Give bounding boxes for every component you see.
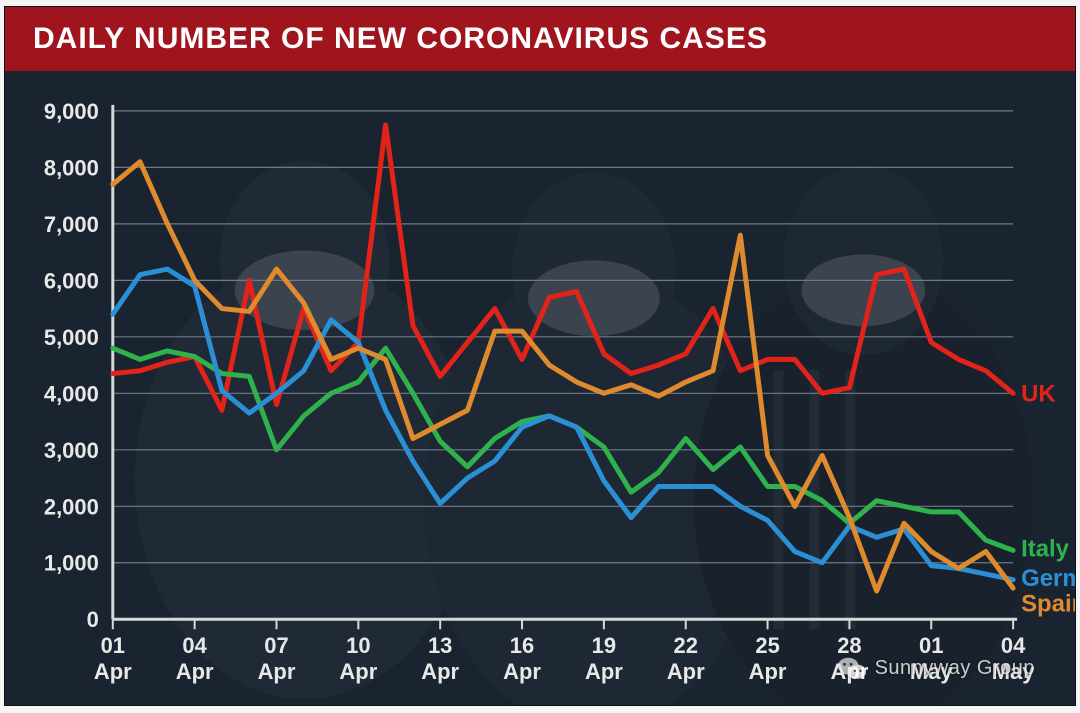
x-tick-label-month: Apr — [667, 659, 705, 684]
x-tick-label-day: 22 — [674, 633, 698, 658]
x-tick-label-day: 07 — [264, 633, 288, 658]
x-tick-label-day: 28 — [837, 633, 861, 658]
x-tick-label-month: Apr — [503, 659, 541, 684]
x-tick-label-month: Apr — [258, 659, 296, 684]
legend-label-germany: Germany — [1021, 565, 1075, 592]
x-tick-label-day: 16 — [510, 633, 534, 658]
chart-card: DAILY NUMBER OF NEW CORONAVIRUS CASES 01… — [4, 6, 1076, 706]
y-tick-label: 3,000 — [44, 438, 99, 463]
x-tick-label-month: Apr — [831, 659, 869, 684]
y-tick-label: 2,000 — [44, 494, 99, 519]
legend-label-uk: UK — [1021, 380, 1056, 407]
chart-svg: 0 1,000 2,000 3,000 4,000 5,000 6,000 7,000 8,00… — [5, 71, 1075, 705]
x-tick-label-day: 04 — [182, 633, 207, 658]
x-tick-label-day: 25 — [755, 633, 779, 658]
x-tick-label-month: Apr — [176, 659, 214, 684]
x-tick-label-day: 19 — [592, 633, 616, 658]
plot-area: 0 1,000 2,000 3,000 4,000 5,000 6,000 7,000 8,00… — [5, 71, 1075, 705]
chart-title: DAILY NUMBER OF NEW CORONAVIRUS CASES — [33, 22, 768, 56]
x-tick-label-month: Apr — [421, 659, 459, 684]
y-tick-label: 0 — [87, 607, 99, 632]
x-tick-label-month: May — [910, 659, 954, 684]
x-tick-label-month: Apr — [749, 659, 787, 684]
y-tick-label: 4,000 — [44, 381, 99, 406]
y-tick-label: 1,000 — [44, 551, 99, 576]
y-tick-label: 9,000 — [44, 99, 99, 124]
x-tick-label-month: Apr — [339, 659, 377, 684]
title-bar: DAILY NUMBER OF NEW CORONAVIRUS CASES — [5, 7, 1075, 71]
x-tick-label-day: 13 — [428, 633, 452, 658]
x-tick-label-month: Apr — [94, 659, 132, 684]
x-tick-label-day: 04 — [1001, 633, 1026, 658]
x-tick-label-month: May — [992, 659, 1036, 684]
y-tick-label: 5,000 — [44, 325, 99, 350]
outer-frame: DAILY NUMBER OF NEW CORONAVIRUS CASES 01… — [0, 0, 1080, 713]
x-tick-label-day: 10 — [346, 633, 370, 658]
legend-label-spain: Spain — [1021, 590, 1075, 617]
legend-label-italy: Italy — [1021, 536, 1070, 563]
x-tick-label-month: Apr — [585, 659, 623, 684]
x-tick-label-day: 01 — [919, 633, 943, 658]
y-tick-label: 6,000 — [44, 268, 99, 293]
y-tick-label: 8,000 — [44, 155, 99, 180]
x-tick-label-day: 01 — [101, 633, 125, 658]
y-tick-label: 7,000 — [44, 212, 99, 237]
